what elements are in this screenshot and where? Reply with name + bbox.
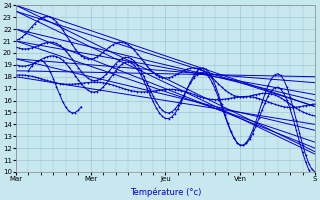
X-axis label: Température (°c): Température (°c) bbox=[130, 188, 201, 197]
